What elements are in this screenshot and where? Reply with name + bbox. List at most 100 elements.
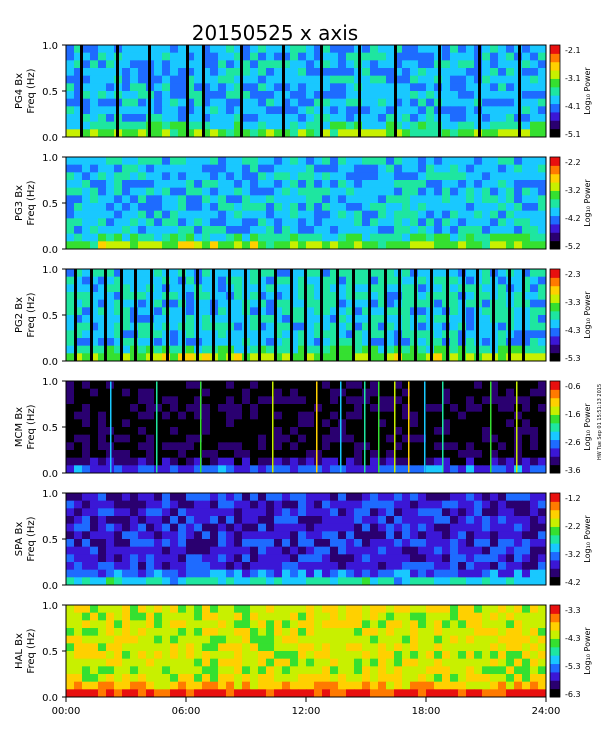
colorbar-tick-label: -4.1 [565,102,581,111]
data-gap [430,269,433,361]
panel-pg4: 0.0 0.5 1.0 PG4 Bx Freq (Hz) -2.1 -3.1 -4.1 -5.1… [14,41,592,144]
station-label: PG2 Bx [14,297,25,333]
freq-label: Freq (Hz) [26,68,37,113]
data-gap [398,269,401,361]
colorbar-tick-label: -4.2 [565,214,581,223]
data-gap [258,269,261,361]
heatmap-cells [66,157,547,250]
data-gap [186,45,189,137]
colorbar-tick-label: -3.1 [565,74,581,83]
y-tick-label: 1.0 [42,265,58,276]
colorbar-tick-label: -1.6 [565,410,581,419]
colorbar-tick-label: -3.3 [565,606,581,615]
spike [408,381,410,473]
data-gap [182,269,185,361]
data-gap [358,45,361,137]
colorbar-label: Log₁₀ Power [583,403,592,451]
colorbar-tick-label: -5.3 [565,354,581,363]
data-gap [116,45,119,137]
colorbar-tick-label: -1.2 [565,494,581,503]
data-gap [202,45,205,137]
colorbar: -1.2 -2.2 -3.2 -4.2 Log₁₀ Power [549,492,592,587]
spike [442,381,444,473]
spike [378,381,380,473]
colorbar-tick-label: -3.3 [565,298,581,307]
figure-title: 20150525 x axis [192,21,358,45]
data-gap [90,269,93,361]
panel-mcm: 0.0 0.5 1.0 MCM Bx Freq (Hz) -0.6 -1.6 -2.6 -3.6… [14,377,592,480]
spike [364,381,366,473]
data-gap [274,269,277,361]
colorbar-tick-label: -2.2 [565,158,581,167]
data-gap [304,269,307,361]
heatmap-cells [66,45,547,138]
spike [200,381,202,473]
data-gap [522,269,525,361]
station-label: PG3 Bx [14,185,25,221]
heatmap-cells [66,493,547,586]
data-gap [320,269,323,361]
colorbar-tick-label: -0.6 [565,382,581,391]
y-tick-label: 0.5 [42,535,58,546]
colorbar-tick-label: -2.6 [565,438,581,447]
panel-pg3: 0.0 0.5 1.0 PG3 Bx Freq (Hz) -2.2 -3.2 -4.2 -5.2… [14,153,592,256]
freq-label: Freq (Hz) [26,628,37,673]
data-gap [212,269,215,361]
y-tick-label: 0.0 [42,357,58,368]
data-gap [120,269,123,361]
y-tick-label: 1.0 [42,377,58,388]
data-gap [368,269,371,361]
data-gap [438,45,441,137]
colorbar: -2.3 -3.3 -4.3 -5.3 Log₁₀ Power [549,268,592,363]
station-label: PG4 Bx [14,73,25,109]
colorbar-tick-label: -3.6 [565,466,581,475]
freq-label: Freq (Hz) [26,404,37,449]
colorbar: -2.2 -3.2 -4.2 -5.2 Log₁₀ Power [549,156,592,251]
y-tick-label: 0.0 [42,133,58,144]
spike [424,381,426,473]
colorbar-label: Log₁₀ Power [583,627,592,675]
data-gap [394,45,397,137]
y-tick-label: 0.5 [42,199,58,210]
colorbar: -2.1 -3.1 -4.1 -5.1 Log₁₀ Power [549,44,592,139]
heatmap-cells [66,605,547,698]
x-tick-label: 00:00 [52,706,81,717]
data-gap [446,269,449,361]
colorbar-tick-label: -3.2 [565,186,581,195]
x-tick-label: 06:00 [172,706,201,717]
x-tick-label: 18:00 [412,706,441,717]
data-gap [508,269,511,361]
data-gap [74,269,77,361]
y-tick-label: 0.0 [42,581,58,592]
y-tick-label: 0.0 [42,245,58,256]
data-gap [476,269,479,361]
colorbar-tick-label: -4.3 [565,634,581,643]
data-gap [290,269,293,361]
spike [272,381,274,473]
data-gap [320,45,323,137]
colorbar-label: Log₁₀ Power [583,291,592,339]
colorbar-tick-label: -2.2 [565,522,581,531]
colorbar: -0.6 -1.6 -2.6 -3.6 Log₁₀ Power [549,380,592,475]
data-gap [462,269,465,361]
side-note-text: HW Tue Sep 01 15:51:13 2015 [597,384,603,460]
colorbar-tick-label: -2.3 [565,270,581,279]
spike [316,381,318,473]
data-gap [352,269,355,361]
freq-label: Freq (Hz) [26,180,37,225]
colorbar-label: Log₁₀ Power [583,67,592,115]
colorbar-tick-label: -5.1 [565,130,581,139]
station-label: SPA Bx [14,522,25,557]
data-gap [80,45,83,137]
data-gap [282,45,285,137]
colorbar-tick-label: -6.3 [565,690,581,699]
data-gap [384,269,387,361]
x-tick-label: 12:00 [292,706,321,717]
colorbar-tick-label: -4.2 [565,578,581,587]
data-gap [150,269,153,361]
data-gap [196,269,199,361]
data-gap [244,269,247,361]
y-tick-label: 1.0 [42,153,58,164]
colorbar-label: Log₁₀ Power [583,515,592,563]
